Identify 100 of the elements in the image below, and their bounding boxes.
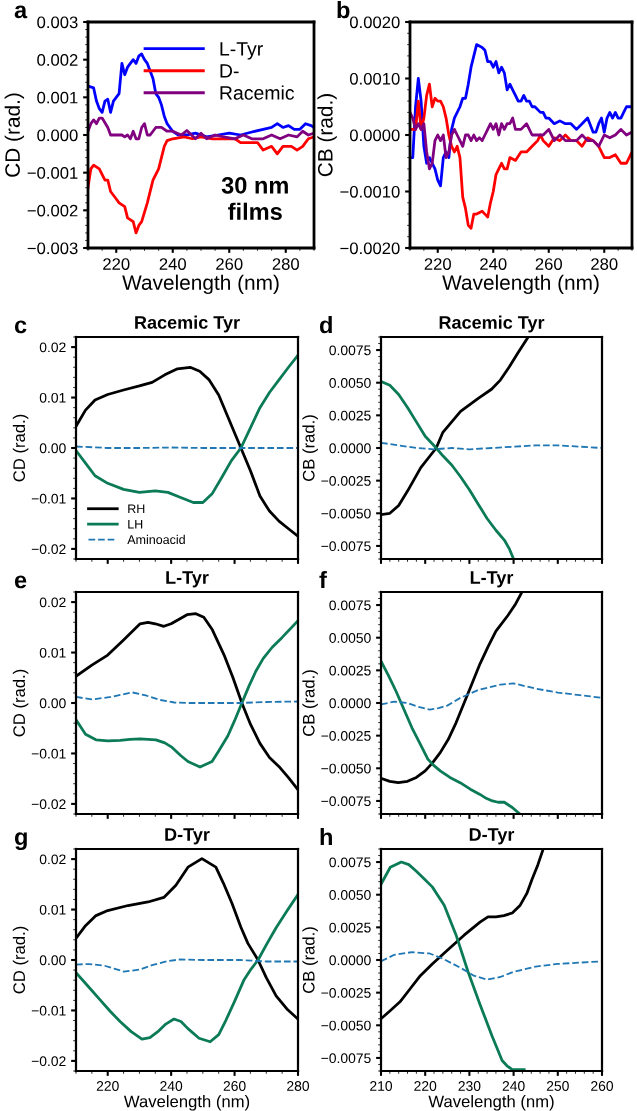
y-axis-title: CB (rad.) xyxy=(302,927,318,993)
x-tick-label: 240 xyxy=(159,258,186,270)
chart-title: D-Tyr xyxy=(165,828,210,845)
line-series xyxy=(76,619,298,769)
x-axis-title: Wavelength (nm) xyxy=(123,1095,250,1111)
text: e xyxy=(14,575,27,589)
y-tick-label: 0.00 xyxy=(39,698,66,709)
line-series xyxy=(410,43,632,188)
x-axis-title: Wavelength (nm) xyxy=(122,274,279,295)
y-tick-label: 0.0075 xyxy=(329,345,371,356)
y-tick-label: −0.02 xyxy=(31,1056,66,1067)
x-axis-title: Wavelength (nm) xyxy=(428,1095,554,1111)
line-series xyxy=(381,860,526,1071)
y-tick-label: −0.0020 xyxy=(340,242,400,255)
y-tick-label: −0.0050 xyxy=(321,508,371,519)
line-series xyxy=(381,441,602,451)
text: d xyxy=(319,316,332,334)
y-tick-label: 0.0050 xyxy=(329,378,371,388)
y-tick-label: 0.0000 xyxy=(349,129,400,142)
x-tick-label: 250 xyxy=(546,1081,569,1091)
annotation: 30 nm films xyxy=(221,177,288,221)
y-axis-title: CD (rad.) xyxy=(12,414,29,482)
y-tick-label: −0.0025 xyxy=(321,987,371,998)
y-tick-label: 0.02 xyxy=(39,342,66,353)
chart-title: L-Tyr xyxy=(470,571,514,588)
legend-label: L-Tyr xyxy=(220,42,263,60)
line-series xyxy=(76,691,298,704)
y-tick-label: 0.01 xyxy=(39,392,66,403)
y-tick-label: −0.0010 xyxy=(340,185,400,198)
y-tick-label: −0.0050 xyxy=(321,1020,371,1031)
y-tick-label: 0.0020 xyxy=(349,16,400,29)
y-tick-label: 0.0025 xyxy=(329,410,371,421)
y-tick-label: 0.0000 xyxy=(329,698,371,709)
x-tick-label: 260 xyxy=(591,1081,614,1091)
y-tick-label: 0.0000 xyxy=(329,443,371,454)
y-tick-label: −0.0025 xyxy=(321,475,371,486)
x-tick-label: 220 xyxy=(103,258,130,270)
chart-title: Racemic Tyr xyxy=(439,315,545,333)
y-axis-title: CD (rad.) xyxy=(12,926,29,994)
y-tick-label: −0.01 xyxy=(31,493,66,504)
chart-title: Racemic Tyr xyxy=(135,315,240,333)
y-tick-label: 0.00 xyxy=(39,955,66,966)
x-axis-title: Wavelength (nm) xyxy=(442,274,599,295)
y-tick-label: −0.0075 xyxy=(321,541,371,552)
x-tick-label: 280 xyxy=(591,258,618,270)
y-tick-label: 0.0050 xyxy=(329,890,371,900)
x-tick-label: 280 xyxy=(272,258,299,270)
x-tick-label: 240 xyxy=(160,1081,183,1091)
line-series xyxy=(381,380,515,559)
y-tick-label: −0.01 xyxy=(31,748,66,759)
y-axis-title: CB (rad.) xyxy=(302,670,318,736)
y-axis-title: CD (rad.) xyxy=(4,93,25,177)
y-tick-label: 0.0000 xyxy=(329,955,371,966)
y-tick-label: 0.0025 xyxy=(329,922,371,933)
y-tick-label: 0.002 xyxy=(37,54,78,66)
y-axis-title: CB (rad.) xyxy=(302,415,318,481)
text: b xyxy=(337,1,350,19)
text: c xyxy=(14,320,27,334)
legend-label: D- xyxy=(220,64,239,78)
y-tick-label: 0.02 xyxy=(39,597,66,608)
line-series xyxy=(381,682,602,711)
chart-title: D-Tyr xyxy=(469,828,515,845)
y-tick-label: 0.0075 xyxy=(329,600,371,611)
line-series xyxy=(76,353,298,504)
y-tick-label: −0.0075 xyxy=(321,796,371,807)
x-tick-label: 260 xyxy=(535,258,562,270)
line-series xyxy=(88,135,314,235)
legend-label: LH xyxy=(128,519,143,529)
legend-label: Aminoacid xyxy=(127,534,185,545)
x-tick-label: 280 xyxy=(287,1081,310,1091)
y-axis-title: CB (rad.) xyxy=(317,94,337,177)
y-axis-title: CD (rad.) xyxy=(12,669,29,737)
x-tick-label: 220 xyxy=(424,258,451,270)
y-tick-label: 0.003 xyxy=(37,16,78,29)
line-series xyxy=(76,958,298,973)
x-tick-label: 260 xyxy=(223,1081,246,1091)
y-tick-label: 0.0075 xyxy=(329,857,371,868)
y-tick-label: −0.01 xyxy=(31,1005,66,1016)
legend-label: RH xyxy=(128,504,145,514)
text: h xyxy=(320,827,332,846)
x-tick-label: 220 xyxy=(414,1081,437,1091)
x-tick-label: 210 xyxy=(370,1081,393,1091)
text: g xyxy=(14,832,27,851)
line-series xyxy=(76,893,298,1044)
line-series xyxy=(381,659,522,814)
x-tick-label: 260 xyxy=(216,258,243,270)
y-tick-label: 0.001 xyxy=(37,91,78,104)
y-tick-label: 0.0010 xyxy=(349,72,400,85)
y-tick-label: −0.001 xyxy=(27,167,78,179)
y-tick-label: −0.002 xyxy=(27,204,78,217)
y-tick-label: 0.000 xyxy=(37,129,78,142)
x-tick-label: 220 xyxy=(96,1081,119,1091)
y-tick-label: 0.01 xyxy=(39,647,66,658)
legend-label: Racemic xyxy=(220,85,295,100)
y-tick-label: −0.0050 xyxy=(321,763,371,774)
line-series xyxy=(410,111,632,171)
chart-title: L-Tyr xyxy=(166,571,209,588)
y-tick-label: −0.0025 xyxy=(321,730,371,741)
text: a xyxy=(14,5,28,19)
y-tick-label: −0.02 xyxy=(31,799,66,810)
